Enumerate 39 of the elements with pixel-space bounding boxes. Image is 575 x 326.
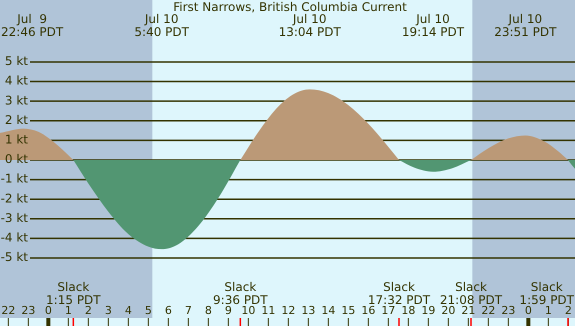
x-tick-label: 22	[481, 304, 496, 317]
x-tick-label: 4	[124, 304, 132, 317]
x-tick-label: 18	[401, 304, 416, 317]
y-tick-label: 3 kt	[4, 93, 28, 108]
y-tick-label: 4 kt	[4, 74, 28, 88]
x-tick-label: 13	[301, 304, 316, 317]
y-tick-label: 1 kt	[4, 132, 28, 146]
x-tick-label: 8	[204, 304, 212, 317]
x-tick-label: 23	[501, 304, 516, 317]
y-tick-label: 5 kt	[4, 54, 28, 68]
x-tick-label: 12	[281, 304, 296, 317]
x-tick-label: 21	[461, 304, 476, 317]
annotation: Jul 10 13:04 PDT	[278, 12, 342, 40]
y-tick-label: 2 kt	[4, 112, 28, 127]
x-tick-label: 9	[224, 304, 232, 317]
y-tick-label: -1 kt	[0, 172, 28, 186]
x-tick-label: 15	[341, 304, 356, 317]
x-tick-label: 20	[441, 304, 456, 317]
x-tick-label: 22	[1, 304, 16, 317]
annotation: Jul 9 22:46 PDT	[1, 12, 64, 40]
x-tick-label: 16	[361, 304, 376, 317]
y-tick-label: -2 kt	[0, 191, 28, 206]
y-tick-label: -4 kt	[0, 230, 28, 245]
annotation: Jul 10 5:40 PDT	[134, 12, 190, 40]
y-tick-label: -5 kt	[0, 250, 28, 264]
y-tick-label: -3 kt	[0, 210, 28, 225]
x-tick-label: 23	[21, 304, 36, 317]
x-tick-label: 5	[144, 304, 152, 317]
x-tick-label: 19	[421, 304, 436, 317]
x-tick-label: 10	[241, 304, 256, 317]
x-tick-label: 3	[104, 304, 112, 317]
chart-title: First Narrows, British Columbia Current	[173, 0, 408, 14]
annotation: Jul 10 19:14 PDT	[402, 12, 465, 40]
x-tick-label: 7	[184, 304, 192, 317]
x-tick-label: 14	[321, 304, 336, 317]
annotation: Jul 10 23:51 PDT	[494, 12, 558, 40]
x-tick-label: 6	[164, 304, 172, 317]
x-tick-label: 11	[261, 304, 276, 317]
x-tick-label: 17	[381, 304, 396, 317]
